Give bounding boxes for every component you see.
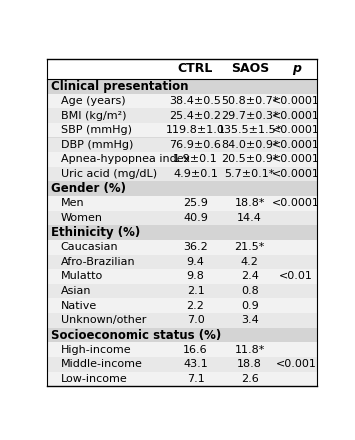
Text: 76.9±0.6: 76.9±0.6: [170, 140, 222, 150]
Text: 119.8±1.0: 119.8±1.0: [166, 125, 225, 135]
Text: Women: Women: [61, 213, 103, 223]
Text: 29.7±0.3*: 29.7±0.3*: [221, 110, 279, 121]
Text: 43.1: 43.1: [183, 359, 208, 369]
Text: 25.4±0.2: 25.4±0.2: [169, 110, 222, 121]
Text: 5.7±0.1*: 5.7±0.1*: [225, 169, 275, 179]
Text: <0.0001: <0.0001: [272, 125, 320, 135]
Text: 4.9±0.1: 4.9±0.1: [173, 169, 218, 179]
Bar: [47, 225, 317, 240]
Text: Asian: Asian: [61, 286, 91, 296]
Text: <0.0001: <0.0001: [272, 169, 320, 179]
Text: Socioeconomic status (%): Socioeconomic status (%): [51, 329, 222, 341]
Text: 21.5*: 21.5*: [235, 242, 265, 252]
Bar: [47, 152, 317, 167]
Bar: [47, 240, 317, 254]
Text: <0.0001: <0.0001: [272, 198, 320, 208]
Text: 0.8: 0.8: [241, 286, 259, 296]
Text: Caucasian: Caucasian: [61, 242, 118, 252]
Text: <0.0001: <0.0001: [272, 154, 320, 165]
Text: 16.6: 16.6: [183, 345, 208, 355]
Bar: [47, 342, 317, 357]
Text: 11.8*: 11.8*: [235, 345, 265, 355]
Bar: [47, 79, 317, 94]
Text: 40.9: 40.9: [183, 213, 208, 223]
Text: Low-income: Low-income: [61, 374, 127, 384]
Text: Native: Native: [61, 301, 97, 311]
Text: Unknown/other: Unknown/other: [61, 315, 146, 325]
Bar: [47, 328, 317, 342]
Text: 2.2: 2.2: [187, 301, 204, 311]
Bar: [47, 371, 317, 386]
Text: 9.4: 9.4: [187, 257, 204, 267]
Bar: [47, 181, 317, 196]
Text: 2.4: 2.4: [241, 271, 259, 282]
Text: <0.0001: <0.0001: [272, 96, 320, 106]
Bar: [47, 196, 317, 211]
Text: Gender (%): Gender (%): [51, 182, 126, 195]
Bar: [47, 167, 317, 181]
Bar: [47, 137, 317, 152]
Text: Age (years): Age (years): [61, 96, 125, 106]
Text: SAOS: SAOS: [231, 62, 269, 76]
Text: 4.2: 4.2: [241, 257, 259, 267]
Text: Afro-Brazilian: Afro-Brazilian: [61, 257, 135, 267]
Text: Ethinicity (%): Ethinicity (%): [51, 226, 141, 239]
Bar: [47, 284, 317, 298]
Text: Middle-income: Middle-income: [61, 359, 142, 369]
Text: CTRL: CTRL: [178, 62, 213, 76]
Text: 9.8: 9.8: [187, 271, 204, 282]
Text: <0.0001: <0.0001: [272, 140, 320, 150]
Text: 50.8±0.7*: 50.8±0.7*: [221, 96, 279, 106]
Text: 3.4: 3.4: [241, 315, 259, 325]
Text: 2.1: 2.1: [187, 286, 204, 296]
Text: Mulatto: Mulatto: [61, 271, 103, 282]
Text: 1.9±0.1: 1.9±0.1: [173, 154, 218, 165]
Text: 38.4±0.5: 38.4±0.5: [170, 96, 222, 106]
Text: 20.5±0.9*: 20.5±0.9*: [221, 154, 279, 165]
Text: High-income: High-income: [61, 345, 131, 355]
Bar: [47, 313, 317, 328]
Text: 0.9: 0.9: [241, 301, 259, 311]
Text: Men: Men: [61, 198, 84, 208]
Text: SBP (mmHg): SBP (mmHg): [61, 125, 132, 135]
Bar: [47, 123, 317, 137]
Bar: [47, 269, 317, 284]
Bar: [47, 108, 317, 123]
Text: Apnea-hypopnea index: Apnea-hypopnea index: [61, 154, 190, 165]
Text: 7.1: 7.1: [187, 374, 204, 384]
Text: 135.5±1.5*: 135.5±1.5*: [218, 125, 282, 135]
Text: Uric acid (mg/dL): Uric acid (mg/dL): [61, 169, 157, 179]
Text: 14.4: 14.4: [237, 213, 262, 223]
Bar: [47, 94, 317, 108]
Bar: [47, 298, 317, 313]
Text: 84.0±0.9*: 84.0±0.9*: [221, 140, 279, 150]
Text: 18.8: 18.8: [237, 359, 262, 369]
Text: 7.0: 7.0: [187, 315, 204, 325]
Text: <0.001: <0.001: [276, 359, 317, 369]
Text: 18.8*: 18.8*: [235, 198, 265, 208]
Text: DBP (mmHg): DBP (mmHg): [61, 140, 133, 150]
Bar: [47, 59, 317, 79]
Text: p: p: [292, 62, 301, 76]
Bar: [47, 357, 317, 371]
Text: <0.01: <0.01: [279, 271, 313, 282]
Text: Clinical presentation: Clinical presentation: [51, 80, 189, 93]
Text: 36.2: 36.2: [183, 242, 208, 252]
Text: 2.6: 2.6: [241, 374, 259, 384]
Text: <0.0001: <0.0001: [272, 110, 320, 121]
Text: 25.9: 25.9: [183, 198, 208, 208]
Bar: [47, 211, 317, 225]
Text: BMI (kg/m²): BMI (kg/m²): [61, 110, 126, 121]
Bar: [47, 254, 317, 269]
